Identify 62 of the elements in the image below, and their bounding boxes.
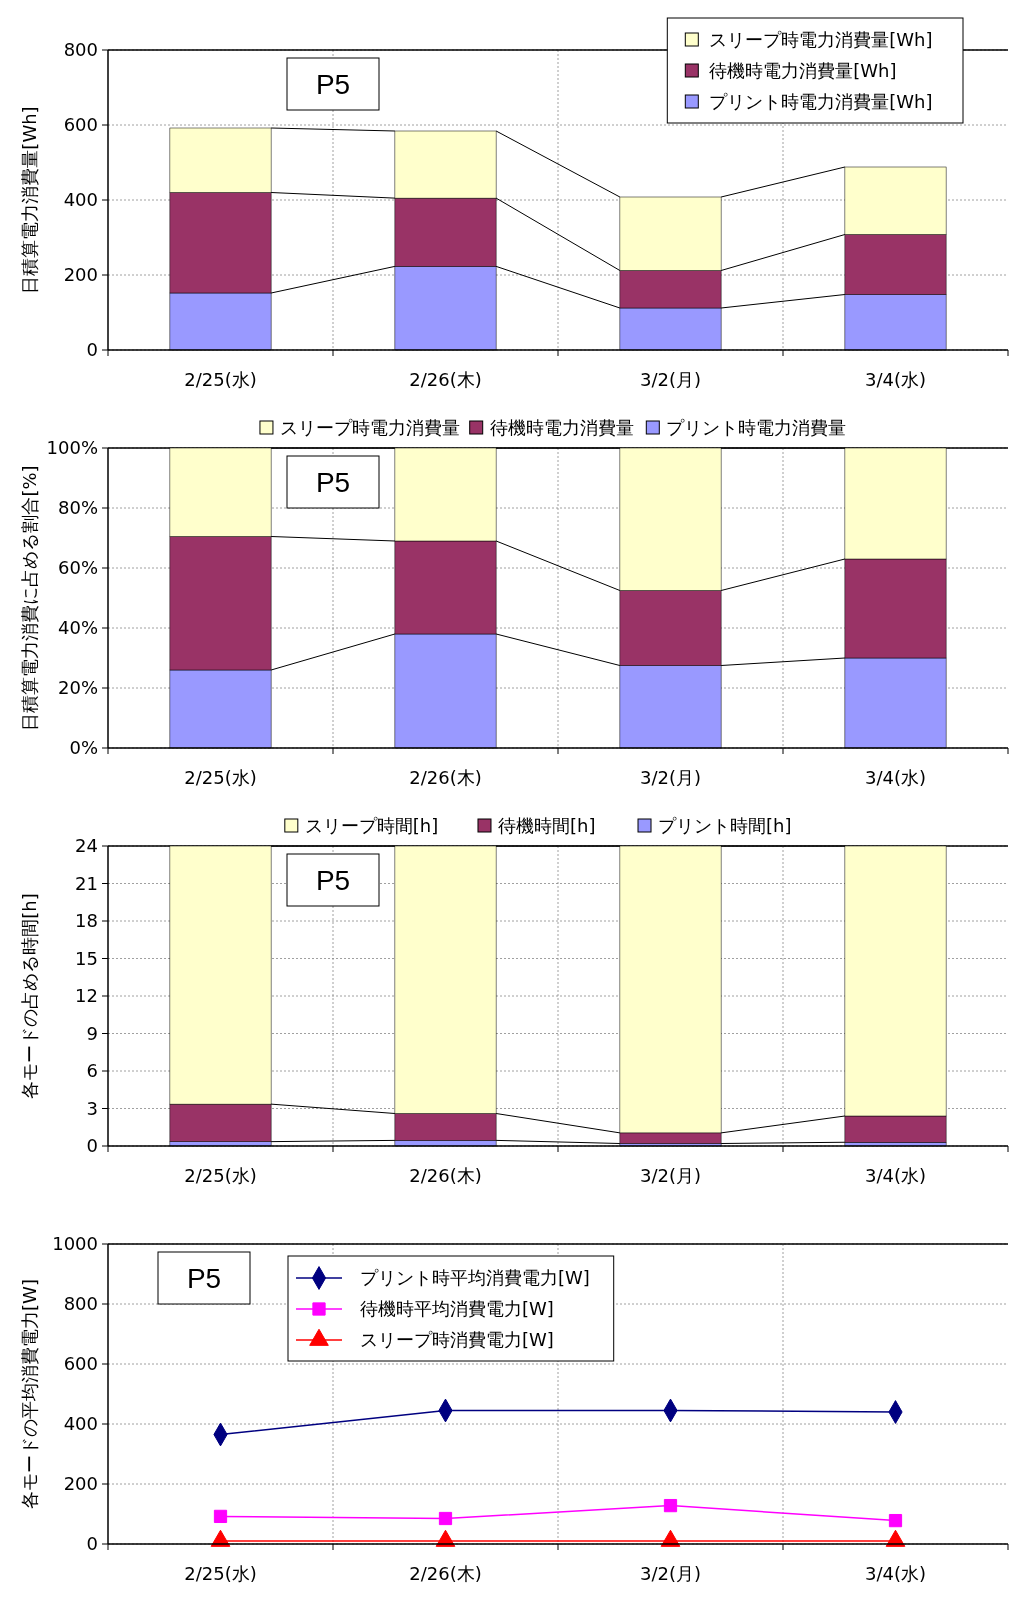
legend-label: プリント時電力消費量[Wh] (709, 91, 933, 113)
y-tick-label: 0 (86, 1533, 98, 1555)
x-tick-label: 2/26(木) (409, 1165, 482, 1186)
y-tick-label: 60% (57, 557, 98, 579)
legend-label: スリープ時消費電力[W] (360, 1329, 554, 1351)
y-tick-label: 0 (86, 1135, 98, 1157)
y-tick-label: 200 (63, 1473, 98, 1495)
legend-label: 待機時平均消費電力[W] (360, 1298, 554, 1320)
x-tick-label: 3/4(水) (864, 767, 927, 788)
y-tick-label: 80% (57, 497, 98, 519)
annotation: P5 (315, 466, 351, 498)
y-tick-label: 24 (75, 835, 98, 857)
y-tick-label: 0 (86, 339, 98, 361)
y-tick-label: 600 (63, 1353, 98, 1375)
annotation: P5 (315, 864, 351, 896)
y-tick-label: 0% (69, 737, 98, 759)
y-tick-label: 200 (63, 264, 98, 286)
y-tick-label: 800 (63, 39, 98, 61)
x-tick-label: 2/26(木) (409, 767, 482, 788)
y-axis-title: 各モードの占める時間[h] (19, 893, 40, 1099)
y-axis-title: 日積算電力消費量[Wh] (19, 106, 40, 294)
x-tick-label: 3/2(月) (639, 767, 702, 788)
y-tick-label: 100% (46, 437, 98, 459)
y-tick-label: 12 (75, 985, 98, 1007)
y-tick-label: 400 (63, 1413, 98, 1435)
x-tick-label: 2/25(水) (184, 369, 257, 390)
legend-label: 待機時間[h] (497, 815, 596, 837)
y-axis-title: 各モードの平均消費電力[W] (19, 1279, 40, 1509)
y-tick-label: 20% (57, 677, 98, 699)
y-tick-label: 15 (75, 947, 98, 969)
x-tick-label: 3/2(月) (639, 369, 702, 390)
annotation: P5 (315, 68, 351, 100)
legend-label: プリント時間[h] (658, 815, 792, 837)
x-tick-label: 3/2(月) (639, 1563, 702, 1584)
y-tick-label: 6 (86, 1060, 98, 1082)
x-tick-label: 3/4(水) (864, 369, 927, 390)
legend-label: プリント時平均消費電力[W] (360, 1267, 590, 1289)
x-tick-label: 3/4(水) (864, 1563, 927, 1584)
annotation: P5 (186, 1262, 222, 1294)
y-tick-label: 600 (63, 114, 98, 136)
legend-label: プリント時電力消費量 (666, 417, 847, 439)
legend-label: 待機時電力消費量[Wh] (709, 60, 897, 82)
y-tick-label: 800 (63, 1293, 98, 1315)
legend-label: 待機時電力消費量 (489, 417, 634, 439)
y-tick-label: 21 (75, 872, 98, 894)
y-tick-label: 1000 (52, 1233, 98, 1255)
x-tick-label: 3/2(月) (639, 1165, 702, 1186)
y-tick-label: 18 (75, 910, 98, 932)
legend-label: スリープ時電力消費量 (279, 417, 460, 439)
x-tick-label: 2/25(水) (184, 1563, 257, 1584)
x-tick-label: 3/4(水) (864, 1165, 927, 1186)
x-tick-label: 2/26(木) (409, 369, 482, 390)
y-axis-title: 日積算電力消費に占める割合[%] (19, 465, 40, 731)
y-tick-label: 9 (86, 1022, 98, 1044)
y-tick-label: 3 (86, 1097, 98, 1119)
x-tick-label: 2/25(水) (184, 1165, 257, 1186)
legend-label: スリープ時電力消費量[Wh] (709, 29, 933, 51)
x-tick-label: 2/25(水) (184, 767, 257, 788)
y-tick-label: 400 (63, 189, 98, 211)
x-tick-label: 2/26(木) (409, 1563, 482, 1584)
y-tick-label: 40% (57, 617, 98, 639)
legend-label: スリープ時間[h] (304, 815, 439, 837)
